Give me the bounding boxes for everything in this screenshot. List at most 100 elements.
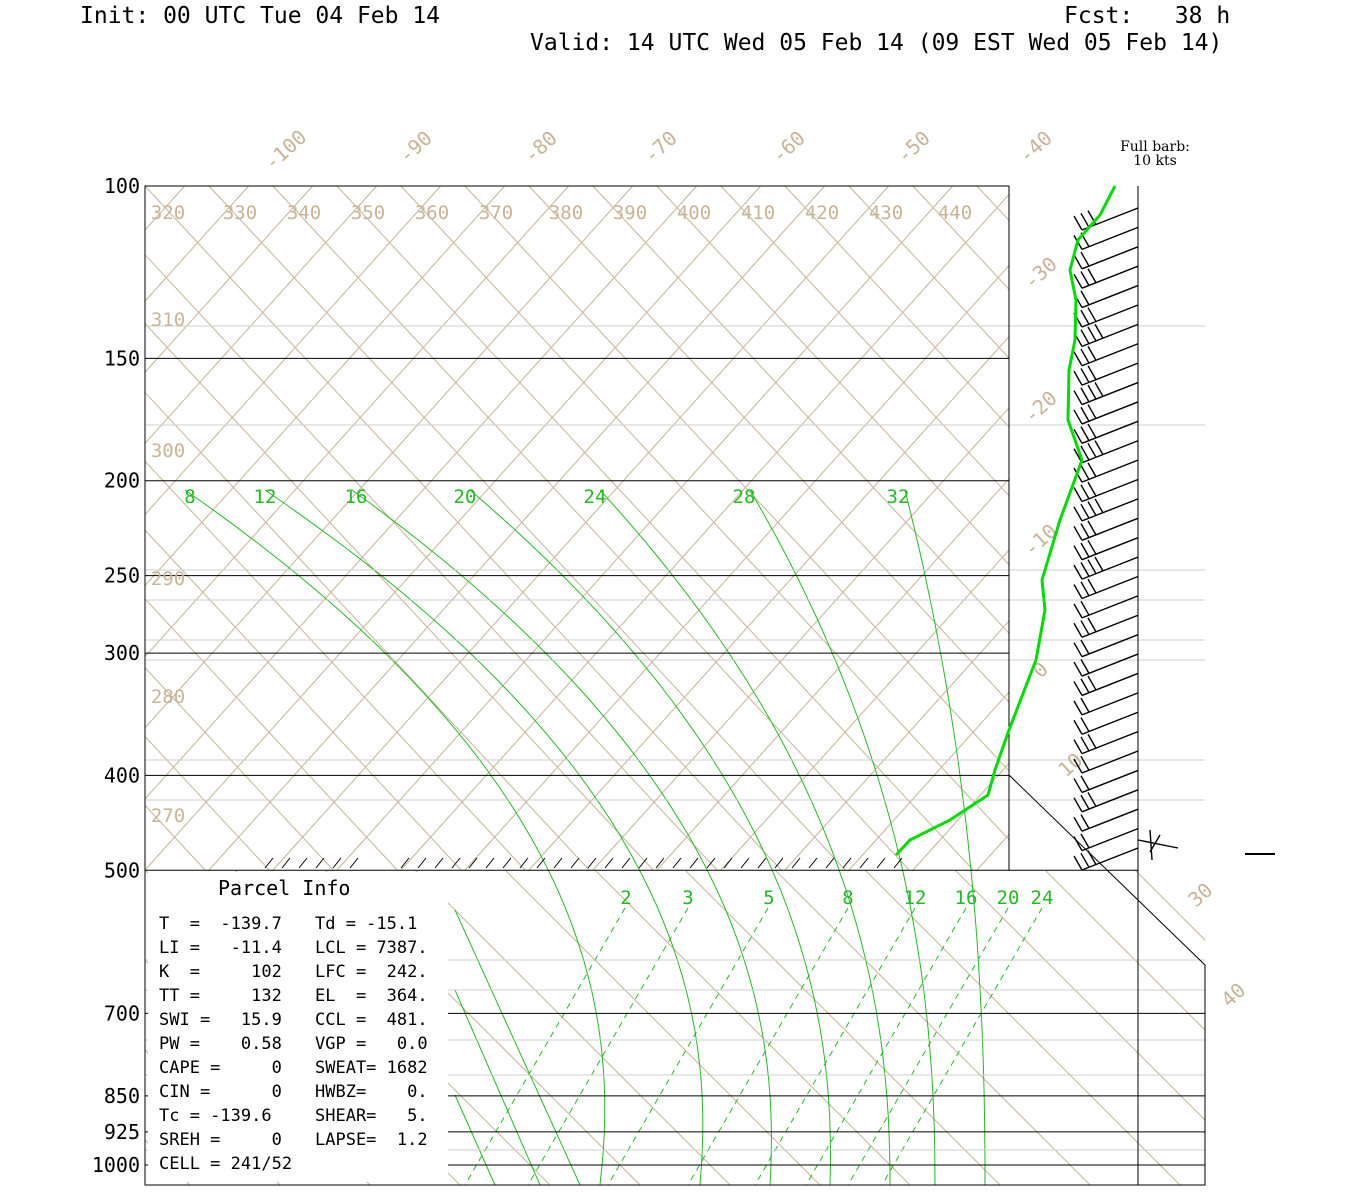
barb-flag [1094,556,1104,572]
parcel-right-value: HWBZ= 0. [315,1082,428,1102]
parcel-left-value: CELL = 241/52 [159,1154,293,1174]
mixing-ratio-label: 5 [763,887,774,909]
moist-adiabat [264,489,704,1186]
hatch-mark [349,857,359,869]
dry-adiabat-line [656,478,1009,870]
theta-label: 340 [287,202,321,224]
barb-flag [1087,617,1097,633]
wind-barb [1073,246,1139,270]
hatch-mark [859,857,869,869]
barb-flag [1087,520,1097,536]
theta-label: 270 [151,805,185,827]
barb-flag [1073,700,1083,716]
isotherm-lines [145,186,1205,1185]
barb-shaft [1081,595,1139,619]
mixing-ratio-line [687,907,849,1186]
isotherm-line [145,735,270,870]
barb-shaft [1081,847,1139,871]
parcel-right-value: LAPSE= 1.2 [315,1130,428,1150]
barb-shaft [1081,459,1139,483]
barb-shaft [1081,265,1139,289]
barb-flag [1073,681,1083,696]
isotherm-label: -60 [767,126,810,168]
barb-flag [1087,501,1097,516]
dry-adiabat-line [145,186,441,516]
wind-barb [1073,634,1139,658]
temperature-profile [894,185,1117,857]
moist-adiabat [454,1094,496,1186]
barb-shaft [1081,246,1139,270]
barb-flag [1087,462,1097,478]
theta-label: 280 [151,686,185,708]
temperature-trace [894,185,1117,857]
isotherm-line [464,186,1009,772]
moist-adiabats [184,489,986,1186]
barb-flag [1080,329,1090,345]
isotherm-line [145,391,590,870]
barb-shaft [1081,226,1139,251]
isotherm-line [272,186,910,870]
barb-flag [1080,659,1090,674]
barb-flag [1087,442,1097,458]
hatch-mark [893,857,903,869]
barb-shaft [1081,789,1139,813]
barb-shaft [1081,614,1139,638]
barb-flag [1073,506,1083,522]
wind-barb [1073,440,1139,464]
isotherm-line [400,186,1009,841]
hatch-mark [723,857,733,869]
mixing-ratio-label: 16 [955,887,978,909]
hatch-mark [808,857,818,869]
barb-flag [1073,661,1083,677]
wind-barb [1073,207,1139,231]
dry-adiabat-line [145,186,249,302]
barb-flag [1094,498,1104,514]
mixing-ratio-line [754,907,916,1186]
theta-label: 350 [351,202,385,224]
hatch-mark [400,857,410,869]
barb-shaft [1081,362,1139,386]
hatch-mark [791,857,801,869]
wind-barb [1073,769,1139,794]
barb-flag [1073,525,1083,541]
barb-flag [1080,368,1090,383]
barb-shaft [1081,808,1139,832]
barb-flag [1080,523,1090,538]
moist-adiabat [599,489,891,1186]
wind-barb [1073,595,1139,619]
barb-legend-line1: Full barb: [1120,139,1190,155]
wind-barb [1073,498,1139,522]
frame-outline [144,185,1206,1186]
dry-adiabat-line [145,186,569,658]
dry-adiabat-line [400,193,1009,870]
barb-shaft [1081,556,1139,580]
dry-adiabat-line [145,186,505,587]
barb-flag [1080,833,1090,849]
moist-adiabat [351,489,772,1186]
moist-adiabat [749,489,936,1186]
barb-flag [1073,584,1083,599]
isotherm-line [504,870,821,1185]
barb-flag [1073,351,1083,367]
hatch-mark [417,857,427,869]
barb-shaft [1081,284,1139,309]
barb-flag [1080,600,1090,616]
theta-e-label: 12 [254,486,277,508]
isotherm-line [528,186,1009,703]
pressure-label: 250 [104,564,140,588]
upper-isotherms [145,186,1009,870]
hatch-mark [264,857,274,869]
hatch-mark [842,857,852,869]
parcel-right-value: EL = 364. [315,986,428,1006]
hatch-mark [519,857,529,869]
isotherm-label: -30 [1019,252,1062,294]
mixing-ratio-lines [464,907,1043,1186]
barb-legend-line2: 10 kts [1133,153,1177,169]
parcel-right-value: CCL = 481. [315,1010,428,1030]
barb-flag [1080,290,1090,306]
moist-adiabat [454,989,541,1186]
isotherm-line [414,870,731,1185]
isotherm-line [774,870,1091,1185]
barb-flag [1073,622,1083,638]
hatch-mark [774,857,784,869]
